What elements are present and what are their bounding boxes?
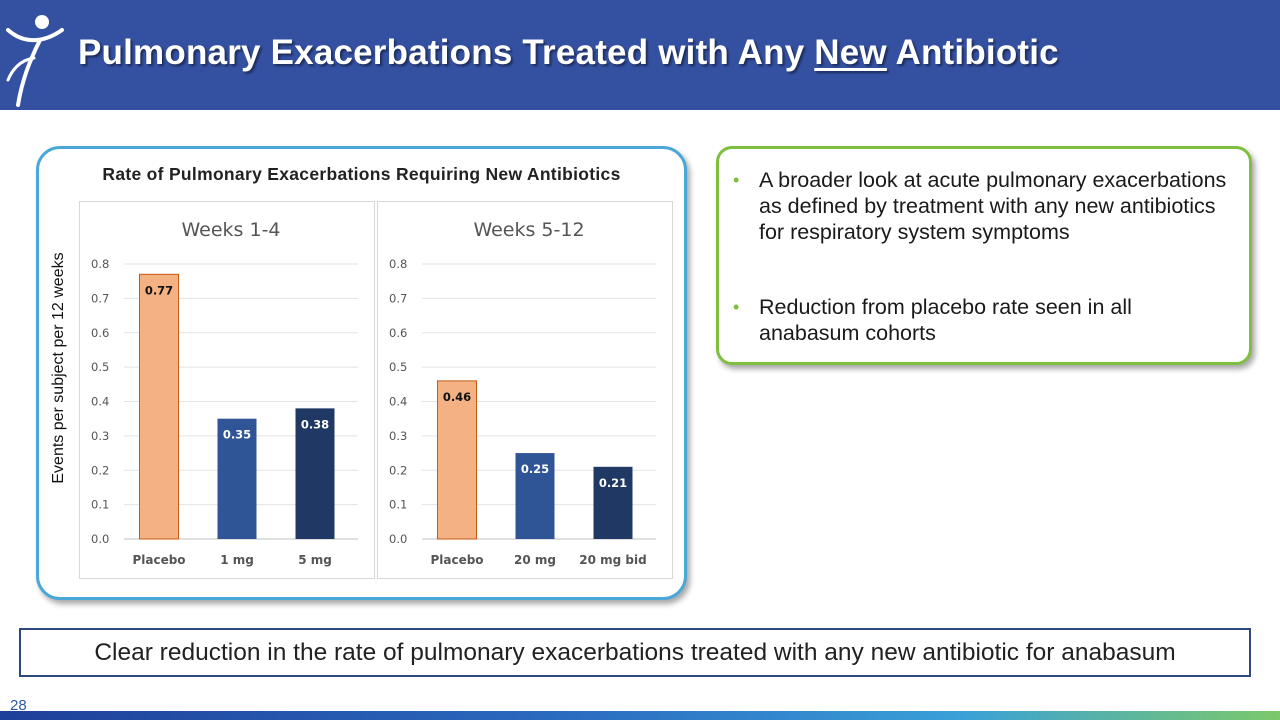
bullet-text: Reduction from placebo rate seen in all … <box>759 295 1132 345</box>
chart-title: Weeks 1-4 <box>181 219 280 241</box>
bar <box>593 466 633 539</box>
chart-panel-weeks-1-4: Weeks 1-4 0.0 0.1 0.2 0.3 0.4 0.5 0.6 0.7 0.8 0.77… <box>79 201 375 579</box>
data-label: 0.35 <box>223 428 251 442</box>
conclusion-box: Clear reduction in the rate of pulmonary… <box>19 628 1251 677</box>
data-label: 0.77 <box>145 283 173 297</box>
title-part-2: Antibiotic <box>886 33 1059 72</box>
x-tick-label: 5 mg <box>298 553 332 567</box>
data-label: 0.46 <box>443 390 471 404</box>
chart-panel-weeks-5-12: Weeks 5-12 0.0 0.1 0.2 0.3 0.4 0.5 0.6 0.7 0.8 0.4… <box>377 201 673 579</box>
bullet-text: A broader look at acute pulmonary exacer… <box>759 168 1227 244</box>
title-underlined-word: New <box>814 33 887 72</box>
y-tick-label: 0.2 <box>389 463 407 477</box>
y-tick-label: 0.4 <box>91 395 109 409</box>
y-tick-label: 0.0 <box>389 532 407 546</box>
x-tick-label: 20 mg bid <box>579 553 646 567</box>
y-tick-label: 0.8 <box>91 257 109 271</box>
bullet-dot-icon: • <box>733 170 740 190</box>
y-tick-label: 0.6 <box>389 326 407 340</box>
y-tick-label: 0.3 <box>91 429 109 443</box>
bar <box>139 273 179 540</box>
y-tick-label: 0.4 <box>389 395 407 409</box>
footer-gradient-bar <box>0 711 1280 720</box>
chart-card-title: Rate of Pulmonary Exacerbations Requirin… <box>102 164 621 184</box>
y-tick-label: 0.5 <box>91 360 109 374</box>
bar <box>295 408 335 539</box>
data-label: 0.25 <box>521 462 549 476</box>
bullet-item: • A broader look at acute pulmonary exace… <box>733 167 1229 245</box>
y-axis-label: Events per subject per 12 weeks <box>50 252 67 484</box>
bar <box>217 418 257 539</box>
y-tick-label: 0.1 <box>389 498 407 512</box>
bar <box>515 453 555 539</box>
y-tick-label: 0.7 <box>91 291 109 305</box>
chart-svg: Weeks 1-4 0.0 0.1 0.2 0.3 0.4 0.5 0.6 0.7 0.8 0.77… <box>91 219 358 567</box>
bullet-dot-icon: • <box>733 297 740 317</box>
page-title: Pulmonary Exacerbations Treated with Any… <box>78 33 1059 73</box>
x-tick-label: 20 mg <box>514 553 556 567</box>
chart-svg: Weeks 5-12 0.0 0.1 0.2 0.3 0.4 0.5 0.6 0.7 0.8 0.4… <box>389 219 656 567</box>
header-bar: Pulmonary Exacerbations Treated with Any… <box>0 0 1280 110</box>
data-label: 0.21 <box>599 476 627 490</box>
bullet-item: • Reduction from placebo rate seen in all… <box>733 294 1229 346</box>
chart-card: Rate of Pulmonary Exacerbations Requirin… <box>36 146 687 600</box>
x-tick-label: Placebo <box>132 553 185 567</box>
bullets-card: • A broader look at acute pulmonary exace… <box>716 146 1252 365</box>
y-tick-label: 0.7 <box>389 291 407 305</box>
x-tick-label: Placebo <box>430 553 483 567</box>
y-tick-label: 0.1 <box>91 498 109 512</box>
page-number: 28 <box>10 697 27 714</box>
chart-title: Weeks 5-12 <box>473 219 584 241</box>
x-tick-label: 1 mg <box>220 553 254 567</box>
y-tick-label: 0.3 <box>389 429 407 443</box>
y-tick-label: 0.8 <box>389 257 407 271</box>
y-tick-label: 0.5 <box>389 360 407 374</box>
bar <box>437 380 477 540</box>
y-tick-label: 0.2 <box>91 463 109 477</box>
title-part-1: Pulmonary Exacerbations Treated with Any <box>78 33 815 72</box>
conclusion-text: Clear reduction in the rate of pulmonary… <box>94 638 1176 666</box>
y-tick-label: 0.0 <box>91 532 109 546</box>
data-label: 0.38 <box>301 417 329 431</box>
y-tick-label: 0.6 <box>91 326 109 340</box>
company-logo-icon <box>6 15 64 107</box>
